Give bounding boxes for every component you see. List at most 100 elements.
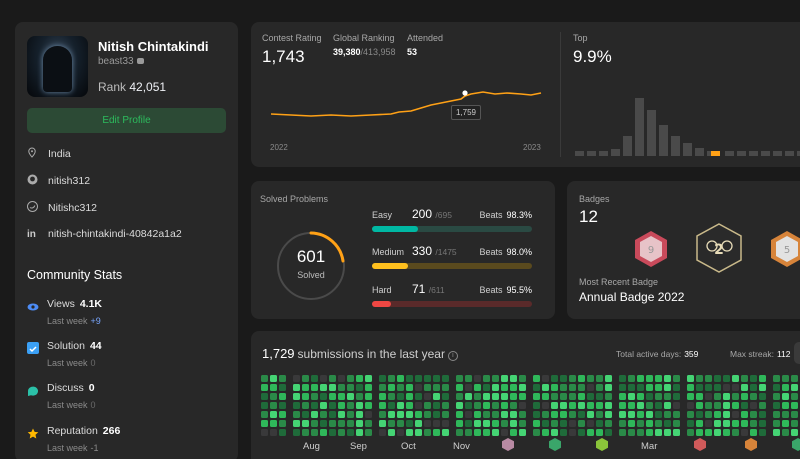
heatmap-cell[interactable] [560,402,567,409]
heatmap-cell[interactable] [791,384,798,391]
heatmap-cell[interactable] [741,384,748,391]
heatmap-cell[interactable] [687,411,694,418]
heatmap-cell[interactable] [302,402,309,409]
heatmap-cell[interactable] [664,420,671,427]
heatmap-cell[interactable] [492,411,499,418]
heatmap-cell[interactable] [320,384,327,391]
heatmap-cell[interactable] [750,375,757,382]
heatmap-cell[interactable] [605,375,612,382]
heatmap-cell[interactable] [773,411,780,418]
heatmap-cell[interactable] [664,411,671,418]
heatmap-cell[interactable] [293,402,300,409]
heatmap-cell[interactable] [365,420,372,427]
heatmap-cell[interactable] [646,429,653,436]
heatmap-cell[interactable] [696,411,703,418]
heatmap-cell[interactable] [329,375,336,382]
heatmap-cell[interactable] [605,411,612,418]
heatmap-cell[interactable] [569,375,576,382]
heatmap-cell[interactable] [619,402,626,409]
heatmap-cell[interactable] [474,375,481,382]
heatmap-cell[interactable] [311,420,318,427]
heatmap-cell[interactable] [270,402,277,409]
heatmap-cell[interactable] [261,402,268,409]
heatmap-cell[interactable] [302,429,309,436]
heatmap-cell[interactable] [424,420,431,427]
heatmap-cell[interactable] [347,411,354,418]
heatmap-cell[interactable] [587,384,594,391]
heatmap-cell[interactable] [637,411,644,418]
heatmap-cell[interactable] [279,393,286,400]
heatmap-cell[interactable] [646,375,653,382]
heatmap-cell[interactable] [646,384,653,391]
heatmap-cell[interactable] [406,393,413,400]
heatmap-cell[interactable] [279,429,286,436]
heatmap-cell[interactable] [596,429,603,436]
heatmap-cell[interactable] [433,375,440,382]
heatmap-cell[interactable] [406,429,413,436]
heatmap-cell[interactable] [329,384,336,391]
heatmap-cell[interactable] [338,420,345,427]
heatmap-cell[interactable] [270,429,277,436]
heatmap-cell[interactable] [338,375,345,382]
heatmap-cell[interactable] [456,375,463,382]
heatmap-cell[interactable] [397,375,404,382]
heatmap-cell[interactable] [596,393,603,400]
heatmap-cell[interactable] [578,429,585,436]
heatmap-cell[interactable] [569,384,576,391]
heatmap-cell[interactable] [569,420,576,427]
heatmap-cell[interactable] [542,393,549,400]
heatmap-cell[interactable] [637,393,644,400]
heatmap-cell[interactable] [560,420,567,427]
heatmap-cell[interactable] [741,393,748,400]
heatmap-cell[interactable] [456,402,463,409]
heatmap-cell[interactable] [465,429,472,436]
heatmap-cell[interactable] [732,384,739,391]
heatmap-cell[interactable] [388,411,395,418]
heatmap-cell[interactable] [365,429,372,436]
heatmap-cell[interactable] [347,375,354,382]
heatmap-cell[interactable] [705,411,712,418]
heatmap-cell[interactable] [637,384,644,391]
heatmap-cell[interactable] [569,393,576,400]
heatmap-cell[interactable] [723,384,730,391]
heatmap-cell[interactable] [551,375,558,382]
heatmap-cell[interactable] [619,384,626,391]
heatmap-cell[interactable] [474,393,481,400]
heatmap-cell[interactable] [510,420,517,427]
heatmap-cell[interactable] [320,429,327,436]
heatmap-cell[interactable] [320,402,327,409]
heatmap-cell[interactable] [542,411,549,418]
heatmap-cell[interactable] [501,420,508,427]
heatmap-cell[interactable] [293,393,300,400]
heatmap-cell[interactable] [732,402,739,409]
info-twitter[interactable]: Nitishc312 [27,201,97,215]
heatmap-cell[interactable] [415,375,422,382]
heatmap-cell[interactable] [433,420,440,427]
heatmap-cell[interactable] [628,375,635,382]
badge-gem-icon[interactable] [792,438,800,451]
heatmap-cell[interactable] [329,402,336,409]
heatmap-cell[interactable] [302,393,309,400]
heatmap-cell[interactable] [424,402,431,409]
heatmap-cell[interactable] [664,429,671,436]
heatmap-cell[interactable] [723,393,730,400]
heatmap-cell[interactable] [510,402,517,409]
heatmap-cell[interactable] [773,384,780,391]
heatmap-cell[interactable] [397,429,404,436]
heatmap-cell[interactable] [501,375,508,382]
heatmap-cell[interactable] [782,420,789,427]
heatmap-cell[interactable] [655,411,662,418]
heatmap-cell[interactable] [456,384,463,391]
heatmap-cell[interactable] [646,402,653,409]
heatmap-cell[interactable] [542,429,549,436]
heatmap-cell[interactable] [782,429,789,436]
heatmap-cell[interactable] [433,402,440,409]
heatmap-cell[interactable] [510,411,517,418]
heatmap-cell[interactable] [664,384,671,391]
heatmap-cell[interactable] [723,411,730,418]
heatmap-cell[interactable] [619,411,626,418]
heatmap-cell[interactable] [415,402,422,409]
top-histogram[interactable] [575,96,800,156]
heatmap-cell[interactable] [551,402,558,409]
heatmap-cell[interactable] [750,420,757,427]
